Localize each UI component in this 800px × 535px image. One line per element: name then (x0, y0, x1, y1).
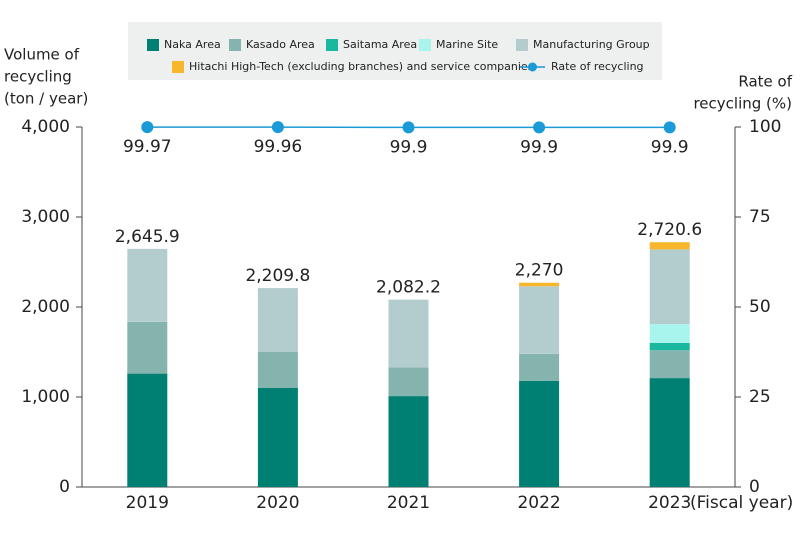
rate-label: 99.97 (123, 137, 172, 157)
legend-label: Manufacturing Group (533, 38, 650, 51)
y-tick-label: 4,000 (21, 117, 70, 137)
bar-segment (519, 380, 560, 487)
bar-segment (257, 388, 298, 487)
y2-axis-label: recycling (%) (693, 95, 792, 113)
bar-segment (519, 353, 560, 381)
y-axis-label: (ton / year) (4, 90, 88, 108)
bar-segment (649, 350, 690, 379)
bar-segment (388, 367, 429, 397)
legend-swatch (172, 61, 184, 73)
y-tick-label: 3,000 (21, 207, 70, 227)
y2-tick-label: 50 (749, 297, 771, 317)
total-label: 2,720.6 (637, 220, 702, 240)
legend-box (128, 22, 662, 80)
legend-marker (528, 62, 537, 72)
x-tick-label: 2020 (256, 493, 299, 513)
rate-point (402, 121, 415, 134)
legend-label: Saitama Area (343, 38, 417, 51)
rate-label: 99.9 (390, 137, 428, 157)
y-axis-label: Volume of (4, 46, 80, 64)
bar-segment (257, 352, 298, 388)
rate-label: 99.96 (254, 137, 303, 157)
rate-point (141, 121, 154, 134)
bar-segment (649, 324, 690, 343)
y2-tick-label: 100 (749, 117, 781, 137)
bar-segment (649, 343, 690, 351)
total-label: 2,082.2 (376, 278, 441, 298)
bar-segment (649, 242, 690, 250)
y2-axis-label: Rate of (738, 73, 792, 91)
legend-swatch (419, 39, 431, 51)
legend-swatch (147, 39, 159, 51)
total-label: 2,270 (515, 261, 564, 281)
y-tick-label: 1,000 (21, 387, 70, 407)
y-axis-label: recycling (4, 68, 72, 86)
x-tick-label: 2021 (387, 493, 430, 513)
x-axis-label: (Fiscal year) (690, 493, 793, 513)
y2-tick-label: 0 (749, 477, 760, 497)
bar-segment (127, 248, 168, 322)
bar-segment (519, 286, 560, 354)
x-tick-label: 2022 (517, 493, 560, 513)
bar-segment (127, 321, 168, 374)
legend-label: Kasado Area (246, 38, 315, 51)
rate-point (533, 121, 546, 134)
x-tick-label: 2019 (126, 493, 169, 513)
y2-tick-label: 75 (749, 207, 771, 227)
rate-label: 99.9 (651, 137, 689, 157)
bar-segment (257, 288, 298, 352)
bar-segment (388, 396, 429, 487)
legend-label: Rate of recycling (551, 60, 644, 73)
y2-tick-label: 25 (749, 387, 771, 407)
y-tick-label: 2,000 (21, 297, 70, 317)
legend-swatch (326, 39, 338, 51)
bar-segment (649, 378, 690, 487)
total-label: 2,645.9 (115, 227, 180, 247)
x-tick-label: 2023 (648, 493, 691, 513)
rate-point (271, 121, 284, 134)
legend-swatch (229, 39, 241, 51)
total-label: 2,209.8 (245, 266, 310, 286)
legend-swatch (516, 39, 528, 51)
bar-segment (649, 249, 690, 325)
legend-label: Marine Site (436, 38, 498, 51)
bar-segment (388, 299, 429, 368)
bar-segment (519, 282, 560, 287)
rate-label: 99.9 (520, 137, 558, 157)
legend-label: Hitachi High-Tech (excluding branches) a… (189, 60, 534, 73)
y-tick-label: 0 (59, 477, 70, 497)
bar-segment (127, 373, 168, 487)
legend-label: Naka Area (164, 38, 221, 51)
rate-point (663, 121, 676, 134)
